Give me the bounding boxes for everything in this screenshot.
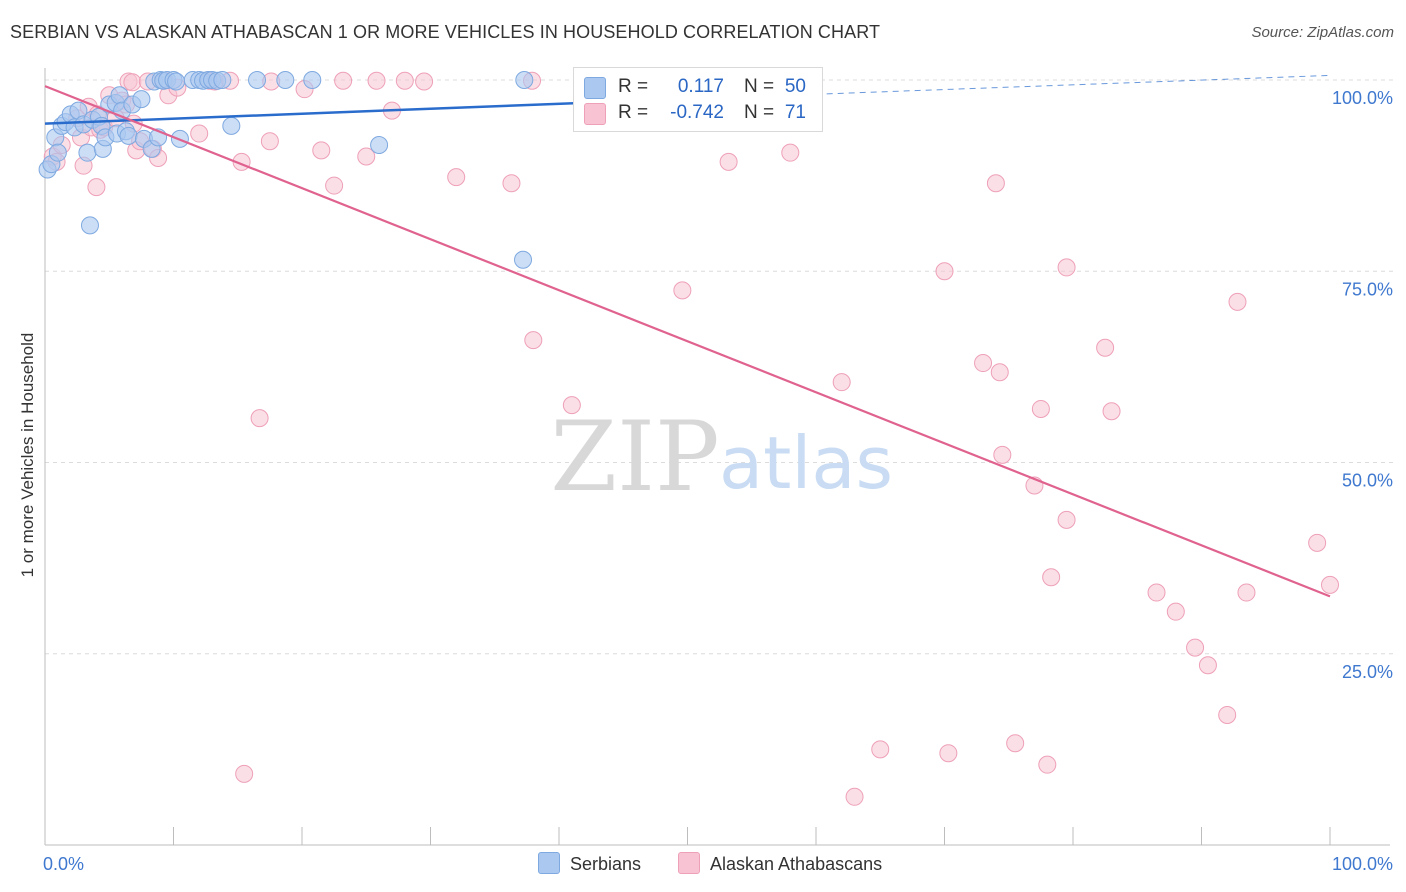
alaskan-point <box>235 764 254 783</box>
alaskan-point <box>502 174 521 193</box>
alaskan-point <box>1308 533 1327 552</box>
tick-labels: 25.0% 50.0% 75.0% 100.0% 0.0% 100.0% <box>43 88 1393 874</box>
alaskan-point <box>1186 638 1205 657</box>
chart-title: SERBIAN VS ALASKAN ATHABASCAN 1 OR MORE … <box>10 22 881 42</box>
serbian-point <box>248 71 267 89</box>
bottom-legend-serbians: Serbians <box>538 852 641 875</box>
alaskan-point <box>357 147 376 166</box>
serbian-point <box>213 71 232 89</box>
alaskan-point <box>1042 568 1061 587</box>
r-label: R = <box>618 76 649 97</box>
alaskan-point <box>1006 734 1025 753</box>
watermark-zip: ZIP <box>550 401 719 513</box>
alaskan-point <box>447 168 466 187</box>
r-label: R = <box>618 102 649 123</box>
axes <box>44 68 1390 846</box>
n-label: N = <box>744 76 775 97</box>
alaskan-point <box>1218 705 1237 724</box>
alaskan-point <box>719 152 738 171</box>
serbian-point <box>515 71 534 89</box>
serbian-trend-line <box>44 98 662 125</box>
alaskan-point <box>974 354 993 373</box>
watermark: ZIP atlas <box>550 401 893 513</box>
alaskan-swatch <box>584 103 606 125</box>
serbian-point <box>276 71 295 89</box>
alaskan-point <box>781 143 800 162</box>
serbian-swatch <box>584 77 606 99</box>
alaskan-point <box>524 331 543 350</box>
alaskan-point <box>1057 510 1076 529</box>
alaskan-point <box>1031 399 1050 418</box>
trend-lines <box>44 74 1331 598</box>
alaskan-point <box>935 262 954 281</box>
alaskan-point <box>190 124 209 143</box>
alaskan-point <box>871 740 890 759</box>
alaskan-point <box>1038 755 1057 774</box>
source-credit: Source: ZipAtlas.com <box>1251 24 1394 41</box>
alaskan-legend-label: Alaskan Athabascans <box>710 854 883 874</box>
serbian-point <box>132 90 151 109</box>
n-value: 50 <box>784 76 806 97</box>
y-tick-label: 100.0% <box>1332 88 1393 108</box>
alaskan-point <box>1228 292 1247 311</box>
alaskan-point <box>123 73 142 92</box>
alaskan-point <box>562 396 581 415</box>
alaskan-point <box>939 744 958 763</box>
r-value: 0.117 <box>677 76 724 97</box>
serbian-point <box>48 143 67 162</box>
x-tick-label-max: 100.0% <box>1332 854 1393 874</box>
alaskan-point <box>87 178 106 197</box>
alaskan-point <box>1237 583 1256 602</box>
y-tick-label: 25.0% <box>1342 662 1393 682</box>
alaskan-point <box>312 141 331 160</box>
alaskan-point <box>1147 583 1166 602</box>
alaskan-point <box>845 787 864 806</box>
alaskan-point <box>334 71 353 90</box>
alaskan-point <box>1321 575 1339 594</box>
alaskan-point <box>260 132 279 151</box>
y-tick-label: 50.0% <box>1342 471 1393 491</box>
alaskan-point <box>325 176 344 195</box>
serbian-point <box>78 143 97 162</box>
alaskan-point <box>832 373 851 392</box>
alaskan-point <box>673 281 692 300</box>
n-value: 71 <box>784 102 806 123</box>
alaskan-legend-swatch <box>678 852 700 874</box>
serbian-point <box>370 136 389 155</box>
serbian-point <box>167 72 186 91</box>
alaskan-point <box>415 72 434 91</box>
alaskan-point <box>1057 258 1076 277</box>
serbian-point <box>119 126 138 145</box>
serbian-point <box>80 216 99 235</box>
serbian-point <box>303 71 322 89</box>
stats-legend: R = 0.117 N = 50 R = -0.742 N = 71 <box>573 67 823 132</box>
serbian-point <box>222 116 241 135</box>
alaskan-point <box>367 71 386 90</box>
alaskan-point <box>990 363 1009 382</box>
alaskan-point <box>250 409 269 428</box>
r-value: -0.742 <box>670 102 724 123</box>
bottom-legend-alaskan: Alaskan Athabascans <box>678 852 882 875</box>
alaskan-point <box>1096 338 1115 357</box>
serbian-legend-label: Serbians <box>570 854 642 874</box>
serbian-point <box>514 250 533 269</box>
alaskan-point <box>1102 402 1121 421</box>
alaskan-point <box>1198 656 1217 675</box>
alaskan-point <box>395 71 414 90</box>
serbian-legend-swatch <box>538 852 560 874</box>
y-tick-label: 75.0% <box>1342 279 1393 299</box>
n-label: N = <box>744 102 775 123</box>
x-tick-label-min: 0.0% <box>43 854 84 874</box>
alaskan-trend-line <box>44 85 1331 598</box>
alaskan-point <box>1166 602 1185 621</box>
watermark-atlas: atlas <box>719 421 893 505</box>
alaskan-point <box>993 445 1012 464</box>
alaskan-point <box>986 174 1005 193</box>
